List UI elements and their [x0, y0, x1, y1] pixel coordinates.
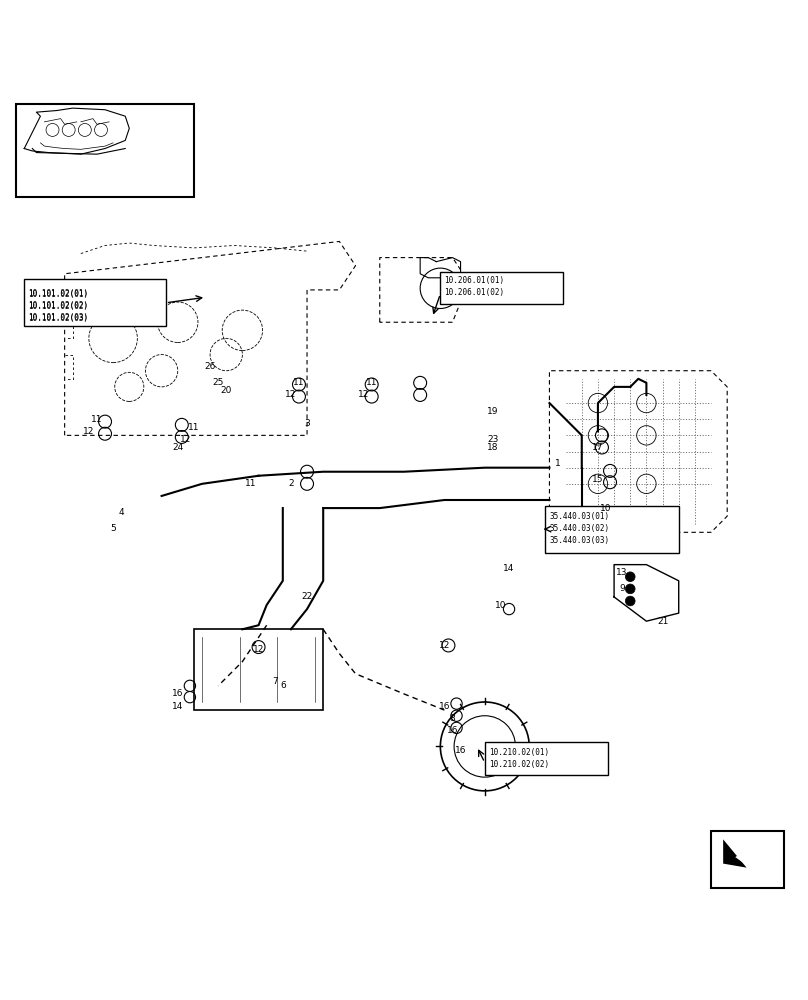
Text: 35.440.03(03): 35.440.03(03)	[549, 536, 609, 545]
Text: 12: 12	[358, 390, 369, 399]
FancyBboxPatch shape	[545, 506, 679, 553]
Text: 10.101.02(02): 10.101.02(02)	[28, 301, 88, 310]
Text: 16: 16	[439, 702, 450, 711]
Text: 15: 15	[592, 475, 604, 484]
Text: 16: 16	[455, 746, 466, 755]
Circle shape	[625, 572, 635, 582]
Text: 17: 17	[592, 443, 604, 452]
Text: 10.101.02(03): 10.101.02(03)	[28, 314, 88, 323]
Text: 4: 4	[119, 508, 124, 517]
Text: 8: 8	[449, 714, 456, 723]
FancyBboxPatch shape	[485, 742, 608, 775]
Text: 21: 21	[657, 617, 668, 626]
Text: 11: 11	[188, 423, 200, 432]
Polygon shape	[723, 839, 772, 868]
Text: 14: 14	[172, 702, 183, 711]
Text: 10.101.02(01): 10.101.02(01)	[28, 289, 88, 298]
Text: 11: 11	[245, 479, 256, 488]
Bar	[16, 104, 194, 197]
Circle shape	[625, 596, 635, 606]
Text: 10: 10	[495, 601, 507, 610]
Text: 12: 12	[285, 390, 297, 399]
Text: 3: 3	[304, 419, 310, 428]
Text: 35.440.03(02): 35.440.03(02)	[549, 524, 609, 533]
Text: 26: 26	[204, 362, 216, 371]
Text: 10: 10	[600, 504, 612, 513]
Text: 10.206.01(02): 10.206.01(02)	[444, 288, 504, 297]
Text: 35.440.03(01): 35.440.03(01)	[549, 512, 609, 521]
Text: 16: 16	[172, 689, 183, 698]
Text: 23: 23	[487, 435, 499, 444]
Text: 25: 25	[213, 378, 224, 387]
Text: 19: 19	[487, 407, 499, 416]
Text: 9: 9	[619, 584, 625, 593]
Text: 11: 11	[366, 378, 377, 387]
Bar	[194, 629, 323, 710]
Text: 16: 16	[447, 726, 458, 735]
Text: 13: 13	[617, 568, 628, 577]
Text: 10.101.02(02): 10.101.02(02)	[28, 302, 88, 311]
Text: 10.210.02(01): 10.210.02(01)	[489, 748, 549, 757]
Polygon shape	[735, 849, 758, 865]
Text: 10.206.01(01): 10.206.01(01)	[444, 276, 504, 285]
Text: 10.101.02(03): 10.101.02(03)	[28, 313, 88, 322]
Text: 11: 11	[91, 415, 103, 424]
Text: 24: 24	[172, 443, 183, 452]
Text: 7: 7	[271, 677, 278, 686]
Circle shape	[625, 584, 635, 594]
Text: 12: 12	[439, 641, 450, 650]
Text: 6: 6	[280, 681, 286, 690]
Bar	[711, 831, 784, 888]
Text: 10.210.02(02): 10.210.02(02)	[489, 760, 549, 769]
Text: 12: 12	[253, 645, 264, 654]
Text: 12: 12	[180, 435, 191, 444]
Text: 11: 11	[293, 378, 305, 387]
Text: 20: 20	[221, 386, 232, 395]
Text: 2: 2	[288, 479, 293, 488]
FancyBboxPatch shape	[24, 279, 166, 326]
Text: 14: 14	[503, 564, 515, 573]
FancyBboxPatch shape	[440, 272, 563, 304]
Text: 18: 18	[487, 443, 499, 452]
Text: 22: 22	[301, 592, 313, 601]
Text: 5: 5	[110, 524, 116, 533]
Text: 1: 1	[554, 459, 561, 468]
Text: 10.101.02(01): 10.101.02(01)	[28, 290, 88, 299]
Text: 12: 12	[83, 427, 95, 436]
